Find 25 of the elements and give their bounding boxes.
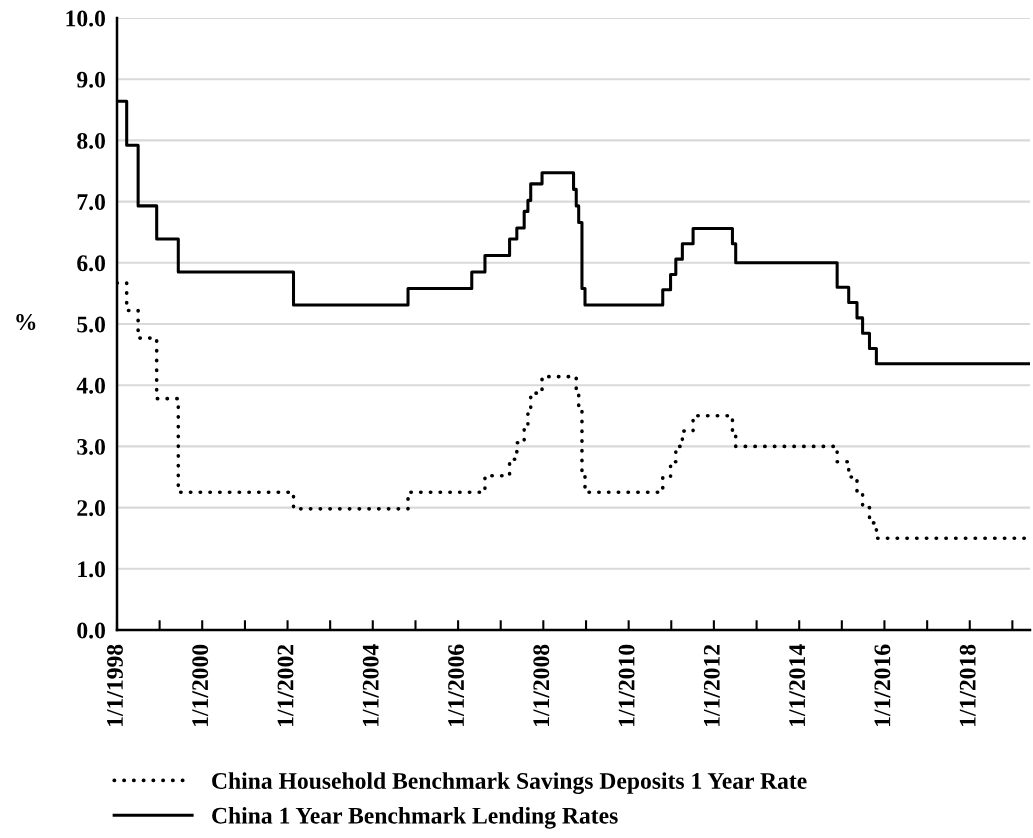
x-tick-label: 1/1/2000: [192, 644, 209, 726]
y-tick-label: 8.0: [77, 132, 105, 149]
y-tick-label: 3.0: [77, 438, 105, 455]
x-tick-label: 1/1/2006: [448, 644, 465, 726]
legend-label: China 1 Year Benchmark Lending Rates: [212, 807, 618, 829]
x-tick-label: 1/1/1998: [106, 644, 123, 726]
x-tick-label: 1/1/2008: [533, 644, 550, 726]
x-tick-label: 1/1/2018: [959, 644, 976, 726]
y-axis-title: %: [16, 313, 36, 330]
y-tick-label: 4.0: [76, 377, 105, 394]
x-tick-label: 1/1/2010: [618, 644, 635, 726]
y-tick-label: 7.0: [77, 194, 105, 211]
y-tick-label: 6.0: [77, 255, 105, 272]
y-tick-label: 2.0: [77, 500, 105, 517]
y-tick-label: 1.0: [78, 561, 105, 578]
y-tick-label: 0.0: [77, 622, 105, 639]
x-tick-label: 1/1/2012: [703, 644, 720, 726]
x-tick-label: 1/1/2002: [277, 644, 294, 726]
x-tick-label: 1/1/2016: [874, 644, 891, 726]
y-tick-label: 5.0: [77, 316, 105, 333]
legend-label: China Household Benchmark Savings Deposits 1 Year Rate: [212, 772, 807, 794]
x-tick-label: 1/1/2004: [362, 644, 379, 726]
y-tick-label: 10.0: [66, 10, 105, 27]
y-tick-label: 9.0: [77, 71, 105, 88]
x-tick-label: 1/1/2014: [789, 644, 806, 726]
